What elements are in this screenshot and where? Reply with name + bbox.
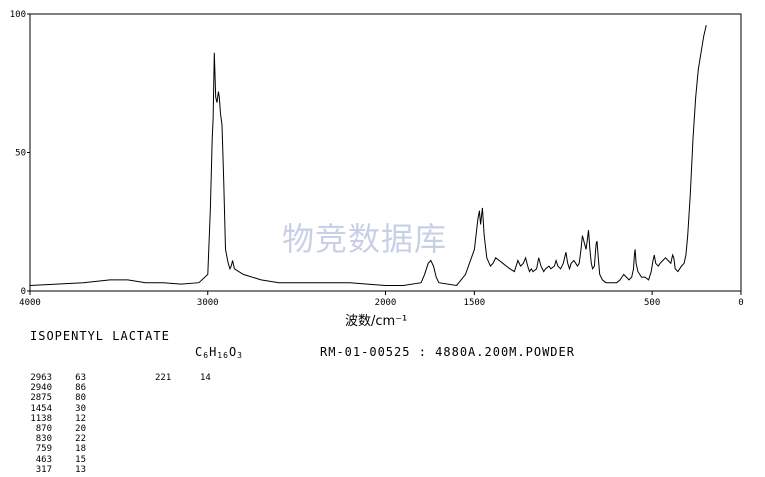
peak-intensity: 20 [75,423,86,434]
compound-name: ISOPENTYL LACTATE [30,329,170,343]
axis-ticks: 4000 3000 2000 1500 500 0 0 50 100 [10,10,744,308]
peak-row: 759 18 [30,444,90,454]
peak-wavenumber: 2940 [30,383,52,394]
x-tick-label: 500 [644,298,660,308]
spectrum-line [29,24,707,287]
extra-value-1: 221 [155,373,172,383]
peak-wavenumber: 463 [35,454,52,465]
peak-row: 463 15 [30,455,90,465]
formula-h: H [209,345,218,359]
peak-wavenumber: 759 [35,444,52,455]
peak-row: 2963 63 [30,373,90,383]
peak-intensity: 30 [75,403,86,414]
sample-info: RM-01-00525 : 4880A.200M.POWDER [320,345,575,359]
y-tick-label: 50 [15,149,26,159]
x-tick-label: 4000 [19,298,41,308]
peak-wavenumber: 1454 [30,403,52,414]
peak-row: 830 22 [30,434,90,444]
peak-row: 2940 86 [30,383,90,393]
peak-wavenumber: 1138 [30,413,52,424]
peak-row: 2875 80 [30,393,90,403]
peak-intensity: 18 [75,444,86,455]
x-tick-label: 0 [738,298,743,308]
peak-table: 2963 63 2940 86 2875 80 1454 30 1138 12 870 20 830 22… [30,373,90,475]
peak-row: 317 13 [30,465,90,475]
x-axis-label: 波数/cm⁻¹ [345,314,407,329]
y-tick-label: 0 [21,287,26,297]
formula-h-sub: 16 [217,351,229,360]
peak-intensity: 80 [75,393,86,404]
peak-row: 870 20 [30,424,90,434]
peak-wavenumber: 830 [35,434,52,445]
peak-intensity: 13 [75,464,86,475]
x-tick-label: 2000 [375,298,397,308]
x-tick-label: 3000 [197,298,219,308]
peak-row: 1138 12 [30,414,90,424]
peak-wavenumber: 2963 [30,373,52,383]
formula-c-sub: 6 [203,351,210,360]
watermark-text: 物竞数据库 [282,220,447,258]
x-tick-label: 1500 [464,298,486,308]
formula-o: O [228,345,238,359]
peak-wavenumber: 317 [35,464,52,475]
y-tick-label: 100 [10,10,26,20]
formula-o-sub: 3 [237,351,243,360]
peak-row: 1454 30 [30,404,90,414]
formula-c: C [195,345,204,359]
peak-intensity: 63 [75,373,86,383]
extra-value-2: 14 [200,373,211,383]
peak-intensity: 22 [75,434,86,445]
peak-intensity: 86 [75,383,86,394]
peak-wavenumber: 870 [35,423,52,434]
molecular-formula: C6H16O3 [195,345,243,360]
peak-intensity: 15 [75,454,86,465]
peak-wavenumber: 2875 [30,393,52,404]
peak-intensity: 12 [75,413,86,424]
